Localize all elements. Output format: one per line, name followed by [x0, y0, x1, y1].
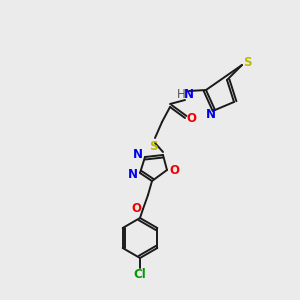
Text: O: O [186, 112, 196, 124]
Text: H: H [177, 88, 185, 101]
Text: O: O [169, 164, 179, 176]
Text: O: O [131, 202, 141, 215]
Text: S: S [149, 140, 157, 152]
Text: Cl: Cl [134, 268, 146, 281]
Text: N: N [206, 109, 216, 122]
Text: N: N [184, 88, 194, 101]
Text: N: N [128, 169, 138, 182]
Text: S: S [243, 56, 251, 68]
Text: N: N [133, 148, 143, 160]
